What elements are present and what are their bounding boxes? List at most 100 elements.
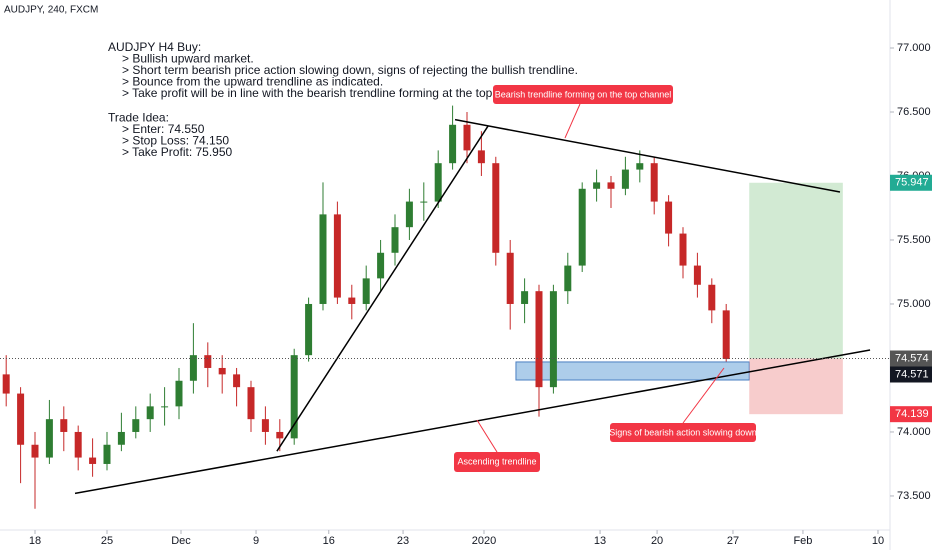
candle-body (290, 355, 298, 439)
callout: Bearish trendline forming on the top cha… (493, 85, 673, 139)
candle-body (146, 406, 154, 420)
zone (749, 358, 843, 415)
candle-body (132, 419, 140, 432)
candle-body (593, 182, 601, 189)
price-label-box (890, 174, 932, 191)
y-tick-label: 76.500 (897, 106, 931, 118)
candle-body (233, 374, 241, 388)
candle-body (521, 291, 529, 304)
candle-body (117, 431, 125, 445)
candle-body (362, 278, 370, 304)
candle-body (434, 163, 442, 202)
trendline (454, 118, 841, 193)
price-label: 74.571 (895, 368, 929, 380)
price-label-box (890, 366, 932, 383)
note-heading: AUDJPY H4 Buy: (108, 40, 201, 54)
candle-body (636, 163, 644, 170)
y-tick-label: 74.000 (897, 426, 931, 438)
candle-body (535, 291, 543, 388)
callout: Signs of bearish action slowing down (609, 367, 757, 442)
note-item: > Take profit will be in line with the b… (122, 86, 496, 100)
candle-body (89, 457, 97, 464)
x-tick-label: 16 (323, 535, 335, 547)
x-tick-label: 27 (727, 535, 739, 547)
price-label: 74.574 (895, 352, 929, 364)
candle-body (405, 201, 413, 228)
callout-box (493, 85, 673, 104)
price-label-box (890, 350, 932, 367)
candles (2, 105, 730, 509)
candle-body (2, 374, 10, 394)
callout-text: Bearish trendline forming on the top cha… (495, 89, 672, 99)
x-tick-label: 20 (651, 535, 663, 547)
candle-body (218, 367, 226, 375)
candle-body (348, 297, 356, 304)
y-tick-label: 75.000 (897, 298, 931, 310)
callout-box (454, 452, 540, 472)
x-tick-label: 2020 (472, 535, 496, 547)
candle-body (449, 124, 457, 164)
y-tick-label: 73.500 (897, 490, 931, 502)
callout-box (610, 423, 756, 442)
note-item: > Bullish upward market. (122, 52, 254, 66)
candle-body (391, 227, 399, 253)
x-tick-label: 25 (101, 535, 113, 547)
zones (515, 182, 843, 415)
trendline (74, 349, 871, 495)
trendlines (0, 118, 890, 495)
candle-body (60, 419, 68, 432)
y-tick-label: 75.500 (897, 234, 931, 246)
candle-body (722, 310, 730, 360)
trendline (276, 125, 489, 452)
callout-text: Ascending trendline (457, 456, 536, 466)
candle-body (74, 431, 82, 458)
callout-pointer (682, 367, 725, 424)
x-tick-label: 18 (29, 535, 41, 547)
candle-body (578, 188, 586, 266)
y-tick-label: 77.000 (897, 42, 931, 54)
candle-body (189, 355, 197, 381)
x-tick-label: 23 (397, 535, 409, 547)
note-item: > Take Profit: 75.950 (122, 145, 233, 159)
candle-body (103, 444, 111, 464)
note-heading: Trade Idea: (108, 111, 169, 125)
candle-body (175, 380, 183, 407)
x-tick-label: Dec (171, 535, 191, 547)
note-item: > Stop Loss: 74.150 (122, 134, 229, 148)
note-item: > Short term bearish price action slowin… (122, 63, 578, 77)
candle-body (650, 163, 658, 202)
candle-body (161, 406, 169, 408)
candle-body (607, 182, 615, 189)
candle-body (31, 444, 39, 458)
candle-body (621, 169, 629, 189)
price-label-box (890, 406, 932, 423)
candle-body (549, 291, 557, 388)
callout: Ascending trendline (454, 419, 540, 472)
x-tick-label: 10 (872, 535, 884, 547)
x-tick-label: 9 (253, 535, 259, 547)
candle-body (276, 431, 284, 439)
candle-body (17, 393, 25, 445)
x-tick-label: Feb (793, 535, 812, 547)
callout-pointer (564, 103, 581, 139)
zone (749, 182, 843, 359)
price-label: 75.947 (895, 177, 929, 189)
note-item: > Enter: 74.550 (122, 122, 205, 136)
candle-body (420, 201, 428, 203)
callout-text: Signs of bearish action slowing down (609, 427, 757, 437)
candle-body (477, 150, 485, 164)
candle-body (506, 252, 514, 304)
candle-body (492, 163, 500, 253)
candle-body (261, 419, 269, 432)
candle-body (305, 303, 313, 356)
candle-body (679, 233, 687, 266)
x-tick-label: 13 (594, 535, 606, 547)
price-label: 74.139 (895, 408, 929, 420)
candle-body (708, 284, 716, 311)
candle-body (693, 265, 701, 285)
callout-pointer (476, 419, 498, 453)
candle-body (45, 419, 53, 458)
candle-body (247, 387, 255, 420)
